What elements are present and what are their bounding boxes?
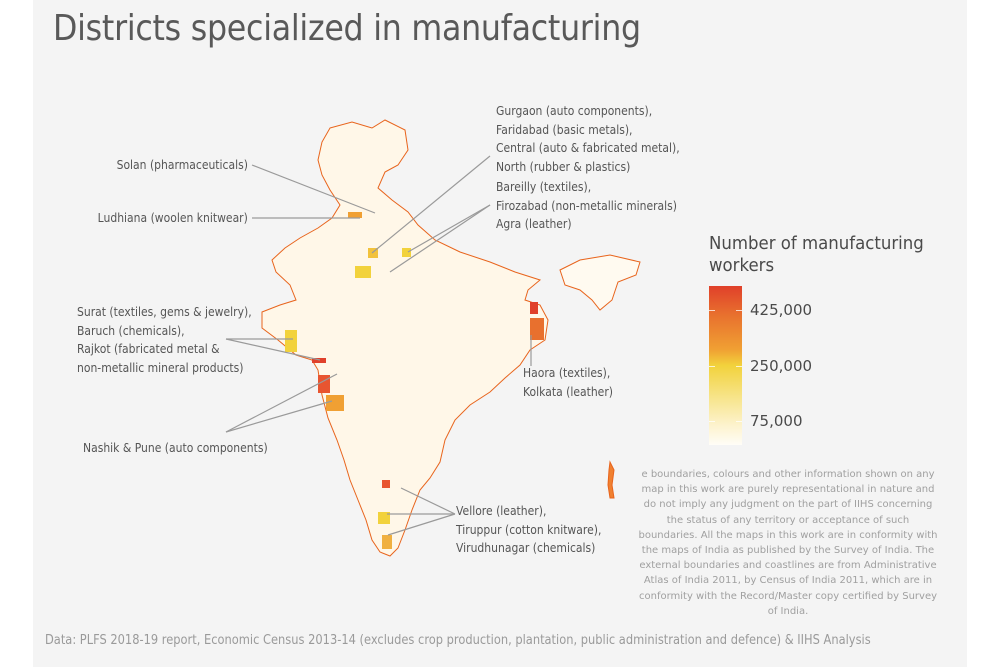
map-districts	[261, 119, 641, 557]
annotation-delhi-line: North (rubber & plastics)	[496, 159, 631, 174]
annotation-tamilnadu-line: Vellore (leather),	[456, 504, 547, 518]
annotation-delhi-line: Gurgaon (auto components),	[496, 104, 653, 118]
surat-district	[285, 330, 297, 352]
annotation-delhi: Gurgaon (auto components), Faridabad (ba…	[496, 102, 680, 176]
annotation-bengal: Haora (textiles), Kolkata (leather)	[523, 364, 613, 401]
map-disclaimer: e boundaries, colours and other informat…	[638, 469, 938, 617]
annotation-gujarat-line: non-metallic mineral products)	[77, 360, 244, 375]
leader-up-1	[407, 204, 491, 253]
annotation-tamilnadu-line: Virudhunagar (chemicals)	[456, 541, 596, 555]
annotation-gujarat-line: Baruch (chemicals),	[77, 323, 185, 338]
legend-color-scale	[709, 286, 742, 445]
legend-label-75000: 75,000	[750, 412, 803, 430]
bengaluru-district	[382, 480, 390, 488]
leader-guj-2	[225, 338, 321, 361]
leader-tn-3	[387, 513, 456, 536]
leader-tn-1	[400, 487, 456, 515]
annotation-solan: Solan (pharmaceuticals)	[116, 158, 248, 172]
annotation-up-line: Firozabad (non-metallic minerals)	[496, 198, 677, 213]
pune-district	[326, 395, 344, 411]
nashik-district	[318, 375, 330, 393]
data-source-note: Data: PLFS 2018-19 report, Economic Cens…	[45, 633, 871, 648]
legend-label-250000: 250,000	[750, 357, 813, 375]
ludhiana-district	[348, 212, 362, 218]
legend-title: Number of manufacturing workers	[709, 233, 924, 276]
agra-district	[355, 266, 371, 278]
annotation-bengal-line: Haora (textiles),	[523, 366, 611, 380]
leader-solan	[251, 164, 376, 214]
annotation-delhi-line: Central (auto & fabricated metal),	[496, 141, 680, 155]
annotation-up-line: Agra (leather)	[496, 217, 572, 231]
baruch-district	[312, 358, 326, 363]
page-title: Districts specialized in manufacturing	[53, 8, 641, 49]
andaman-islands	[607, 460, 615, 499]
virudhunagar-district	[382, 535, 392, 549]
annotation-bengal-line: Kolkata (leather)	[523, 384, 613, 399]
annotation-up: Bareilly (textiles), Firozabad (non-meta…	[496, 178, 677, 234]
annotation-tamilnadu: Vellore (leather), Tiruppur (cotton knit…	[456, 502, 601, 558]
annotation-gujarat-line: Surat (textiles, gems & jewelry),	[77, 305, 252, 319]
legend-tick-250000	[709, 366, 742, 367]
kolkata-district	[530, 302, 538, 314]
leader-mah-2	[225, 400, 333, 433]
annotation-tamilnadu-line: Tiruppur (cotton knitware),	[456, 522, 602, 537]
bareilly-district	[402, 248, 411, 257]
tiruppur-district	[378, 512, 390, 524]
annotation-maharashtra: Nashik & Pune (auto components)	[83, 441, 268, 455]
leader-lines	[225, 155, 532, 536]
legend-tick-75000	[709, 421, 742, 422]
annotation-gujarat: Surat (textiles, gems & jewelry), Baruch…	[77, 303, 252, 377]
delhi-ncr-district	[368, 248, 378, 258]
northeast-outline	[559, 254, 641, 311]
annotation-up-line: Bareilly (textiles),	[496, 180, 592, 194]
leader-mah-1	[225, 373, 338, 433]
legend-tick-425000	[709, 310, 742, 311]
annotation-gujarat-line: Rajkot (fabricated metal &	[77, 342, 220, 356]
india-outline	[261, 119, 549, 557]
legend-label-425000: 425,000	[750, 301, 813, 319]
leader-delhi	[371, 155, 491, 254]
haora-district	[530, 318, 544, 340]
leader-up-2	[389, 204, 491, 273]
annotation-ludhiana: Ludhiana (woolen knitwear)	[97, 211, 248, 225]
annotation-delhi-line: Faridabad (basic metals),	[496, 122, 633, 137]
